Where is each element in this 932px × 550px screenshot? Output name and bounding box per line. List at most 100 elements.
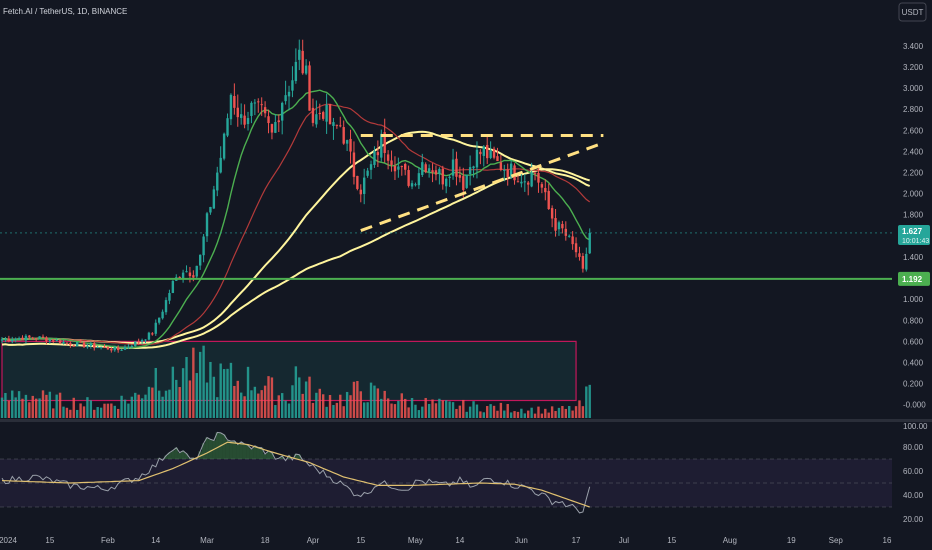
- chart-title: Fetch.AI / TetherUS, 1D, BINANCE: [3, 7, 127, 16]
- volume-bar: [106, 403, 110, 418]
- candle-body: [161, 311, 164, 319]
- candle-body: [69, 342, 72, 346]
- candle-body: [147, 332, 151, 340]
- candle-body: [188, 272, 192, 277]
- volume-bar: [373, 385, 376, 418]
- volume-bar: [52, 408, 55, 418]
- candle-body: [520, 181, 523, 184]
- candle-body: [113, 346, 116, 351]
- volume-bar: [246, 366, 250, 418]
- time-tick-label: 16: [883, 536, 892, 545]
- volume-bar: [335, 402, 339, 418]
- volume-bar: [383, 390, 386, 418]
- volume-bar: [533, 413, 537, 418]
- price-tick-label: 1.800: [903, 211, 924, 220]
- volume-bar: [356, 381, 359, 418]
- volume-bar: [82, 406, 86, 418]
- volume-bar: [574, 406, 578, 418]
- candle-body: [492, 148, 496, 158]
- volume-bar: [294, 366, 298, 418]
- volume-bar: [7, 400, 11, 418]
- time-tick-label: Sep: [829, 536, 844, 545]
- rsi-ma-line: [1, 441, 590, 508]
- candle-body: [581, 256, 585, 269]
- volume-bar: [11, 390, 14, 418]
- candle-body: [475, 149, 479, 168]
- candle-body: [38, 336, 41, 339]
- candle-body: [400, 166, 403, 168]
- volume-bar: [263, 385, 267, 418]
- volume-bar: [38, 398, 41, 418]
- volume-bar: [427, 403, 431, 418]
- candle-body: [287, 91, 291, 97]
- volume-bar: [178, 387, 181, 418]
- candle-body: [441, 168, 444, 185]
- grid: [0, 419, 932, 550]
- candle-body: [550, 208, 554, 219]
- volume-bar: [110, 403, 113, 418]
- candle-body: [499, 162, 503, 170]
- volume-bar: [243, 396, 246, 418]
- candle-body: [503, 169, 506, 171]
- candle-body: [14, 338, 17, 340]
- candle-body: [11, 339, 14, 342]
- candle-body: [171, 280, 175, 294]
- volume-bar: [315, 392, 318, 418]
- volume-bar: [568, 405, 571, 418]
- candle-body: [106, 347, 110, 350]
- volume-bar: [363, 402, 366, 418]
- candle-body: [472, 166, 475, 169]
- candle-body: [455, 158, 458, 177]
- price-tick-label: 0.800: [903, 316, 924, 325]
- candle-body: [448, 176, 451, 179]
- candle-body: [99, 346, 103, 348]
- volume-bar: [431, 399, 434, 418]
- candle-body: [48, 339, 52, 342]
- price-tick-label: 0.600: [903, 337, 924, 346]
- volume-bar: [397, 400, 400, 418]
- candle-body: [212, 189, 216, 209]
- price-badges: 1.627 10:01:43 1.192: [898, 224, 930, 286]
- candle-body: [537, 172, 540, 183]
- candle-body: [345, 140, 349, 144]
- candle-body: [438, 168, 441, 174]
- volume-bar: [103, 403, 106, 418]
- candle-body: [383, 132, 386, 153]
- candle-body: [479, 151, 482, 155]
- volume-bar: [62, 406, 65, 418]
- volume-bar: [257, 393, 260, 418]
- volume-bar: [550, 406, 554, 418]
- volume-bar: [564, 408, 567, 418]
- candle-body: [544, 188, 547, 193]
- price-tick-label: 3.400: [903, 42, 924, 51]
- volume-bar: [134, 392, 137, 418]
- volume-bar: [222, 369, 226, 418]
- candle-body: [332, 122, 335, 127]
- volume-bar: [239, 392, 243, 418]
- candle-body: [404, 164, 407, 170]
- volume-bar: [489, 404, 492, 418]
- support-badge-value: 1.192: [902, 275, 923, 284]
- candle-body: [62, 341, 65, 344]
- volume-bar: [571, 410, 574, 418]
- volume-bar: [332, 405, 335, 418]
- candle-body: [509, 163, 513, 178]
- ma-fast: [1, 89, 591, 349]
- volume-bar: [561, 406, 564, 418]
- rsi-tick-label: 40.00: [903, 491, 924, 500]
- candle-body: [21, 337, 24, 341]
- currency-button[interactable]: USDT: [898, 2, 927, 22]
- time-tick-label: 14: [455, 536, 464, 545]
- volume-bar: [147, 386, 151, 418]
- price-tick-label: 2.800: [903, 105, 924, 114]
- volume-bar: [175, 379, 178, 418]
- candle-body: [140, 340, 144, 342]
- candle-body: [328, 103, 332, 125]
- time-axis-bg: [0, 529, 932, 550]
- candle-body: [349, 138, 352, 152]
- volume-bar: [503, 410, 506, 418]
- candle-body: [185, 271, 188, 273]
- candle-body: [28, 335, 31, 338]
- volume-bar: [554, 410, 557, 418]
